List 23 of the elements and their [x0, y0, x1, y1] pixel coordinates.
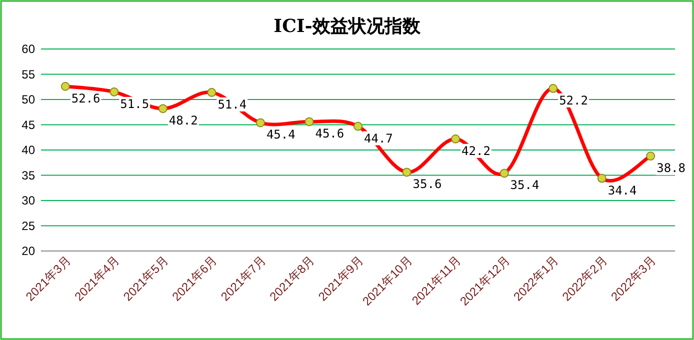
- y-tick-label: 55: [22, 67, 36, 82]
- data-label: 34.4: [608, 183, 637, 198]
- data-label: 51.5: [120, 96, 150, 111]
- data-label: 48.2: [168, 114, 198, 128]
- data-label: 52.6: [71, 91, 100, 106]
- y-tick-label: 50: [22, 92, 36, 106]
- data-label: 42.2: [462, 144, 490, 158]
- data-label: 35.6: [412, 177, 442, 192]
- y-tick-label: 30: [22, 194, 36, 208]
- y-tick-label: 60: [22, 42, 36, 56]
- y-tick-label: 40: [22, 143, 36, 157]
- data-label: 45.6: [315, 126, 344, 141]
- chart-title: ICI-效益状况指数: [274, 16, 422, 37]
- y-tick-label: 45: [22, 118, 36, 132]
- data-label: 51.4: [218, 97, 247, 112]
- y-tick-label: 20: [22, 244, 36, 258]
- data-label: 38.8: [656, 161, 686, 176]
- y-tick-label: 35: [22, 168, 36, 182]
- data-label: 52.2: [559, 93, 588, 108]
- data-label: 35.4: [510, 178, 540, 192]
- data-label: 44.7: [364, 131, 393, 146]
- data-label: 45.4: [266, 128, 296, 142]
- y-tick-label: 25: [22, 218, 36, 233]
